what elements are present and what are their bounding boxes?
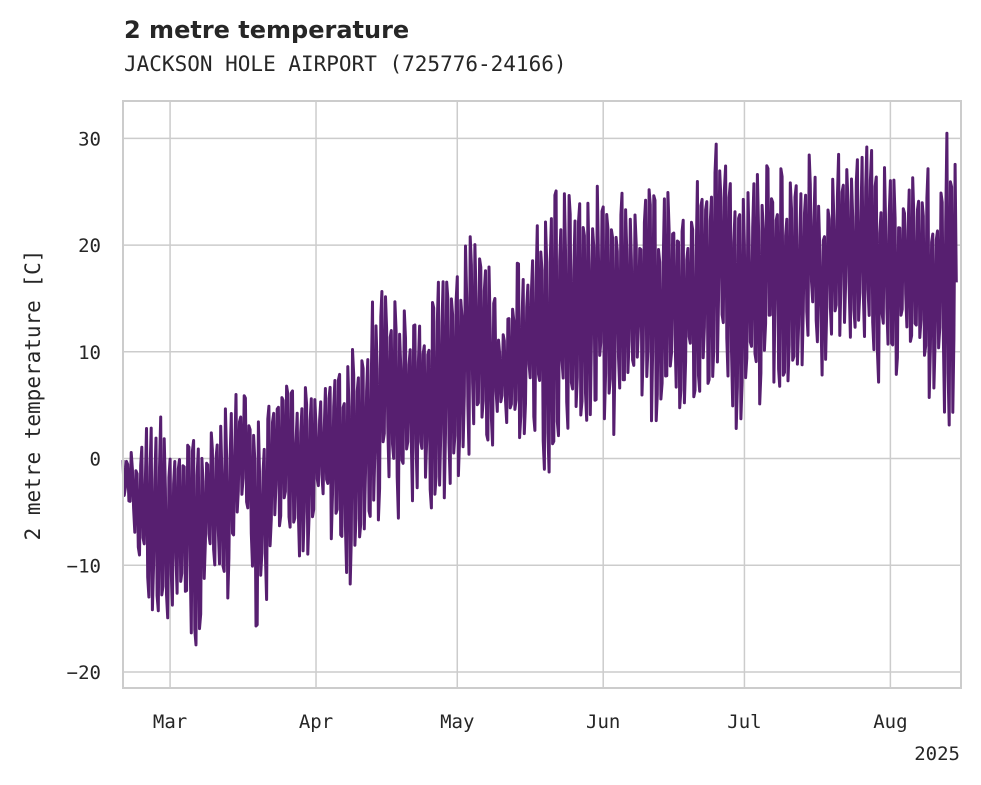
y-tick-label: −20: [67, 662, 101, 684]
y-tick-label: 30: [78, 128, 101, 150]
y-axis-label: 2 metre temperature [C]: [21, 250, 45, 541]
x-offset-label: 2025: [914, 743, 960, 765]
x-tick-label: Jul: [727, 711, 761, 733]
plot-frame: [122, 100, 962, 689]
ticks-layer: −20 −10 0 10 20 30 Mar Apr May Jun Jul Aug: [67, 128, 908, 733]
x-tick-label: Mar: [153, 711, 187, 733]
x-tick-label: Apr: [299, 711, 333, 733]
chart-subtitle: JACKSON HOLE AIRPORT (725776-24166): [124, 52, 567, 76]
x-tick-label: Aug: [873, 711, 907, 733]
x-tick-label: Jun: [586, 711, 620, 733]
series-line: [121, 131, 958, 647]
series-layer: [121, 131, 958, 647]
y-tick-label: 20: [78, 235, 101, 257]
y-tick-label: −10: [67, 555, 101, 577]
y-tick-label: 0: [90, 449, 101, 471]
y-tick-label: 10: [78, 342, 101, 364]
chart-title: 2 metre temperature: [124, 16, 410, 44]
x-tick-label: May: [440, 711, 474, 733]
